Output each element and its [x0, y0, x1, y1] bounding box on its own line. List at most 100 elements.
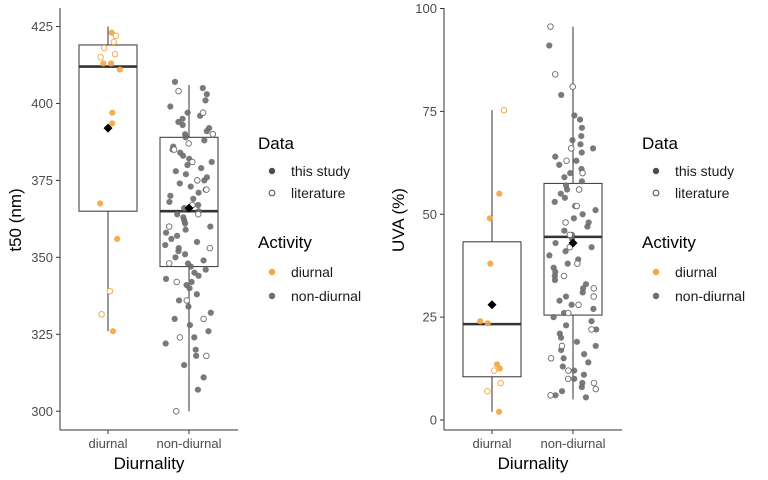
uva-point-this-study-non-diurnal — [582, 394, 590, 401]
uva-point-this-study-non-diurnal — [556, 161, 563, 168]
legend-left: Data this study literature Activity diur… — [258, 134, 361, 304]
uva-point-this-study-non-diurnal — [561, 174, 568, 181]
uva-point-this-study-non-diurnal — [579, 289, 586, 296]
t50-point-this-study-non-diurnal — [174, 211, 181, 218]
t50-point-this-study-non-diurnal — [175, 297, 183, 304]
t50-point-this-study-non-diurnal — [207, 223, 214, 230]
t50-point-this-study-non-diurnal — [162, 229, 170, 236]
uva-point-this-study-non-diurnal — [579, 211, 586, 218]
uva-point-literature-non-diurnal — [569, 83, 576, 90]
t50-point-this-study-non-diurnal — [179, 152, 187, 159]
t50-point-literature-non-diurnal — [189, 158, 196, 166]
t50-point-this-study-non-diurnal — [185, 303, 192, 310]
uva-point-literature-non-diurnal — [575, 301, 582, 309]
t50-point-this-study-non-diurnal — [162, 275, 170, 282]
uva-point-this-study-non-diurnal — [584, 223, 591, 230]
uva-point-literature-diurnal — [497, 379, 504, 387]
uva-point-this-study-diurnal — [496, 190, 503, 197]
t50-point-literature-non-diurnal — [195, 211, 202, 218]
uva-point-literature-non-diurnal — [562, 219, 569, 226]
t50-point-literature-non-diurnal — [200, 315, 207, 323]
uva-point-literature-non-diurnal — [565, 309, 572, 317]
t50-point-this-study-non-diurnal — [184, 161, 191, 169]
uva-point-this-study-non-diurnal — [577, 141, 584, 148]
uva-point-this-study-non-diurnal — [557, 190, 564, 197]
t50-point-this-study-non-diurnal — [193, 238, 201, 246]
uva-point-this-study-non-diurnal — [562, 293, 570, 300]
uva-point-literature-non-diurnal — [592, 385, 600, 393]
t50-point-this-study-non-diurnal — [195, 201, 202, 209]
t50-point-this-study-non-diurnal — [193, 352, 200, 359]
uva-point-this-study-non-diurnal — [578, 178, 585, 185]
t50-point-this-study-non-diurnal — [172, 254, 179, 261]
panel-uva: 0 25 50 75 100 diurnal non-diurnal Diurnalit… — [389, 1, 622, 473]
t50-point-literature-non-diurnal — [183, 297, 191, 304]
t50-point-this-study-non-diurnal — [195, 189, 202, 196]
t50-point-this-study-non-diurnal — [202, 97, 209, 104]
t50-point-literature-diurnal — [97, 54, 104, 61]
t50-point-this-study-non-diurnal — [176, 180, 183, 187]
t50-point-this-study-non-diurnal — [193, 291, 200, 298]
legend-left-data-title: Data — [258, 134, 294, 153]
t50-point-this-study-non-diurnal — [184, 109, 191, 116]
t50-points — [97, 29, 217, 415]
uva-point-literature-non-diurnal — [575, 186, 583, 193]
uva-means — [487, 238, 578, 310]
t50-point-literature-non-diurnal — [165, 223, 173, 230]
t50-point-this-study-non-diurnal — [194, 386, 202, 393]
uva-point-this-study-non-diurnal — [546, 252, 553, 259]
uva-point-literature-non-diurnal — [563, 157, 570, 165]
uva-point-literature-non-diurnal — [565, 367, 572, 374]
uva-point-literature-non-diurnal — [590, 379, 598, 387]
uva-x-tick-label-non-diurnal: non-diurnal — [540, 436, 605, 451]
uva-point-this-study-non-diurnal — [580, 371, 588, 378]
t50-point-literature-diurnal — [100, 44, 108, 52]
t50-point-this-study-non-diurnal — [203, 128, 210, 135]
t50-point-literature-non-diurnal — [194, 177, 201, 184]
t50-point-literature-non-diurnal — [185, 140, 192, 147]
t50-point-this-study-diurnal — [108, 60, 115, 67]
uva-point-this-study-non-diurnal — [569, 137, 576, 144]
uva-point-this-study-non-diurnal — [571, 367, 578, 374]
uva-y-axis-title: UVA (%) — [389, 188, 408, 252]
t50-point-this-study-non-diurnal — [171, 78, 179, 86]
t50-point-this-study-non-diurnal — [201, 137, 208, 144]
uva-point-literature-non-diurnal — [566, 243, 574, 251]
uva-point-literature-non-diurnal — [560, 272, 568, 280]
uva-point-this-study-non-diurnal — [563, 186, 571, 193]
uva-point-this-study-non-diurnal — [559, 363, 566, 370]
t50-point-literature-diurnal — [111, 50, 119, 58]
t50-point-this-study-non-diurnal — [182, 134, 189, 141]
t50-point-this-study-diurnal — [114, 235, 121, 242]
t50-point-this-study-non-diurnal — [182, 226, 189, 233]
legend-right-diurnal-key — [652, 268, 660, 276]
t50-y-tick-label: 375 — [31, 173, 53, 188]
t50-point-this-study-non-diurnal — [167, 103, 174, 110]
t50-point-this-study-non-diurnal — [181, 220, 189, 227]
t50-point-this-study-non-diurnal — [186, 321, 194, 329]
uva-point-literature-non-diurnal — [567, 145, 575, 152]
uva-box-non-diurnal — [543, 182, 603, 316]
legend-right-non-diurnal-key — [652, 292, 660, 300]
t50-point-this-study-non-diurnal — [187, 263, 194, 270]
t50-box-diurnal — [78, 44, 138, 212]
t50-point-this-study-diurnal — [109, 120, 116, 127]
uva-y-tick-label: 75 — [423, 104, 437, 119]
t50-y-tick-label: 350 — [31, 250, 53, 265]
t50-point-this-study-non-diurnal — [192, 346, 199, 353]
uva-point-this-study-non-diurnal — [561, 227, 568, 234]
t50-point-this-study-non-diurnal — [172, 168, 179, 175]
t50-point-this-study-non-diurnal — [186, 285, 193, 292]
uva-point-this-study-non-diurnal — [556, 297, 563, 304]
legend-right-this-study-key — [652, 167, 660, 175]
uva-point-literature-non-diurnal — [547, 392, 554, 399]
t50-point-this-study-diurnal — [109, 109, 116, 116]
uva-point-this-study-non-diurnal — [551, 276, 559, 284]
t50-point-this-study-non-diurnal — [175, 248, 182, 255]
t50-point-literature-non-diurnal — [173, 278, 180, 286]
t50-point-literature-non-diurnal — [203, 352, 210, 360]
t50-x-axis-title: Diurnality — [114, 454, 185, 473]
uva-y-tick-label: 50 — [423, 207, 437, 222]
t50-point-literature-diurnal — [112, 32, 120, 39]
uva-point-this-study-non-diurnal — [571, 112, 578, 119]
